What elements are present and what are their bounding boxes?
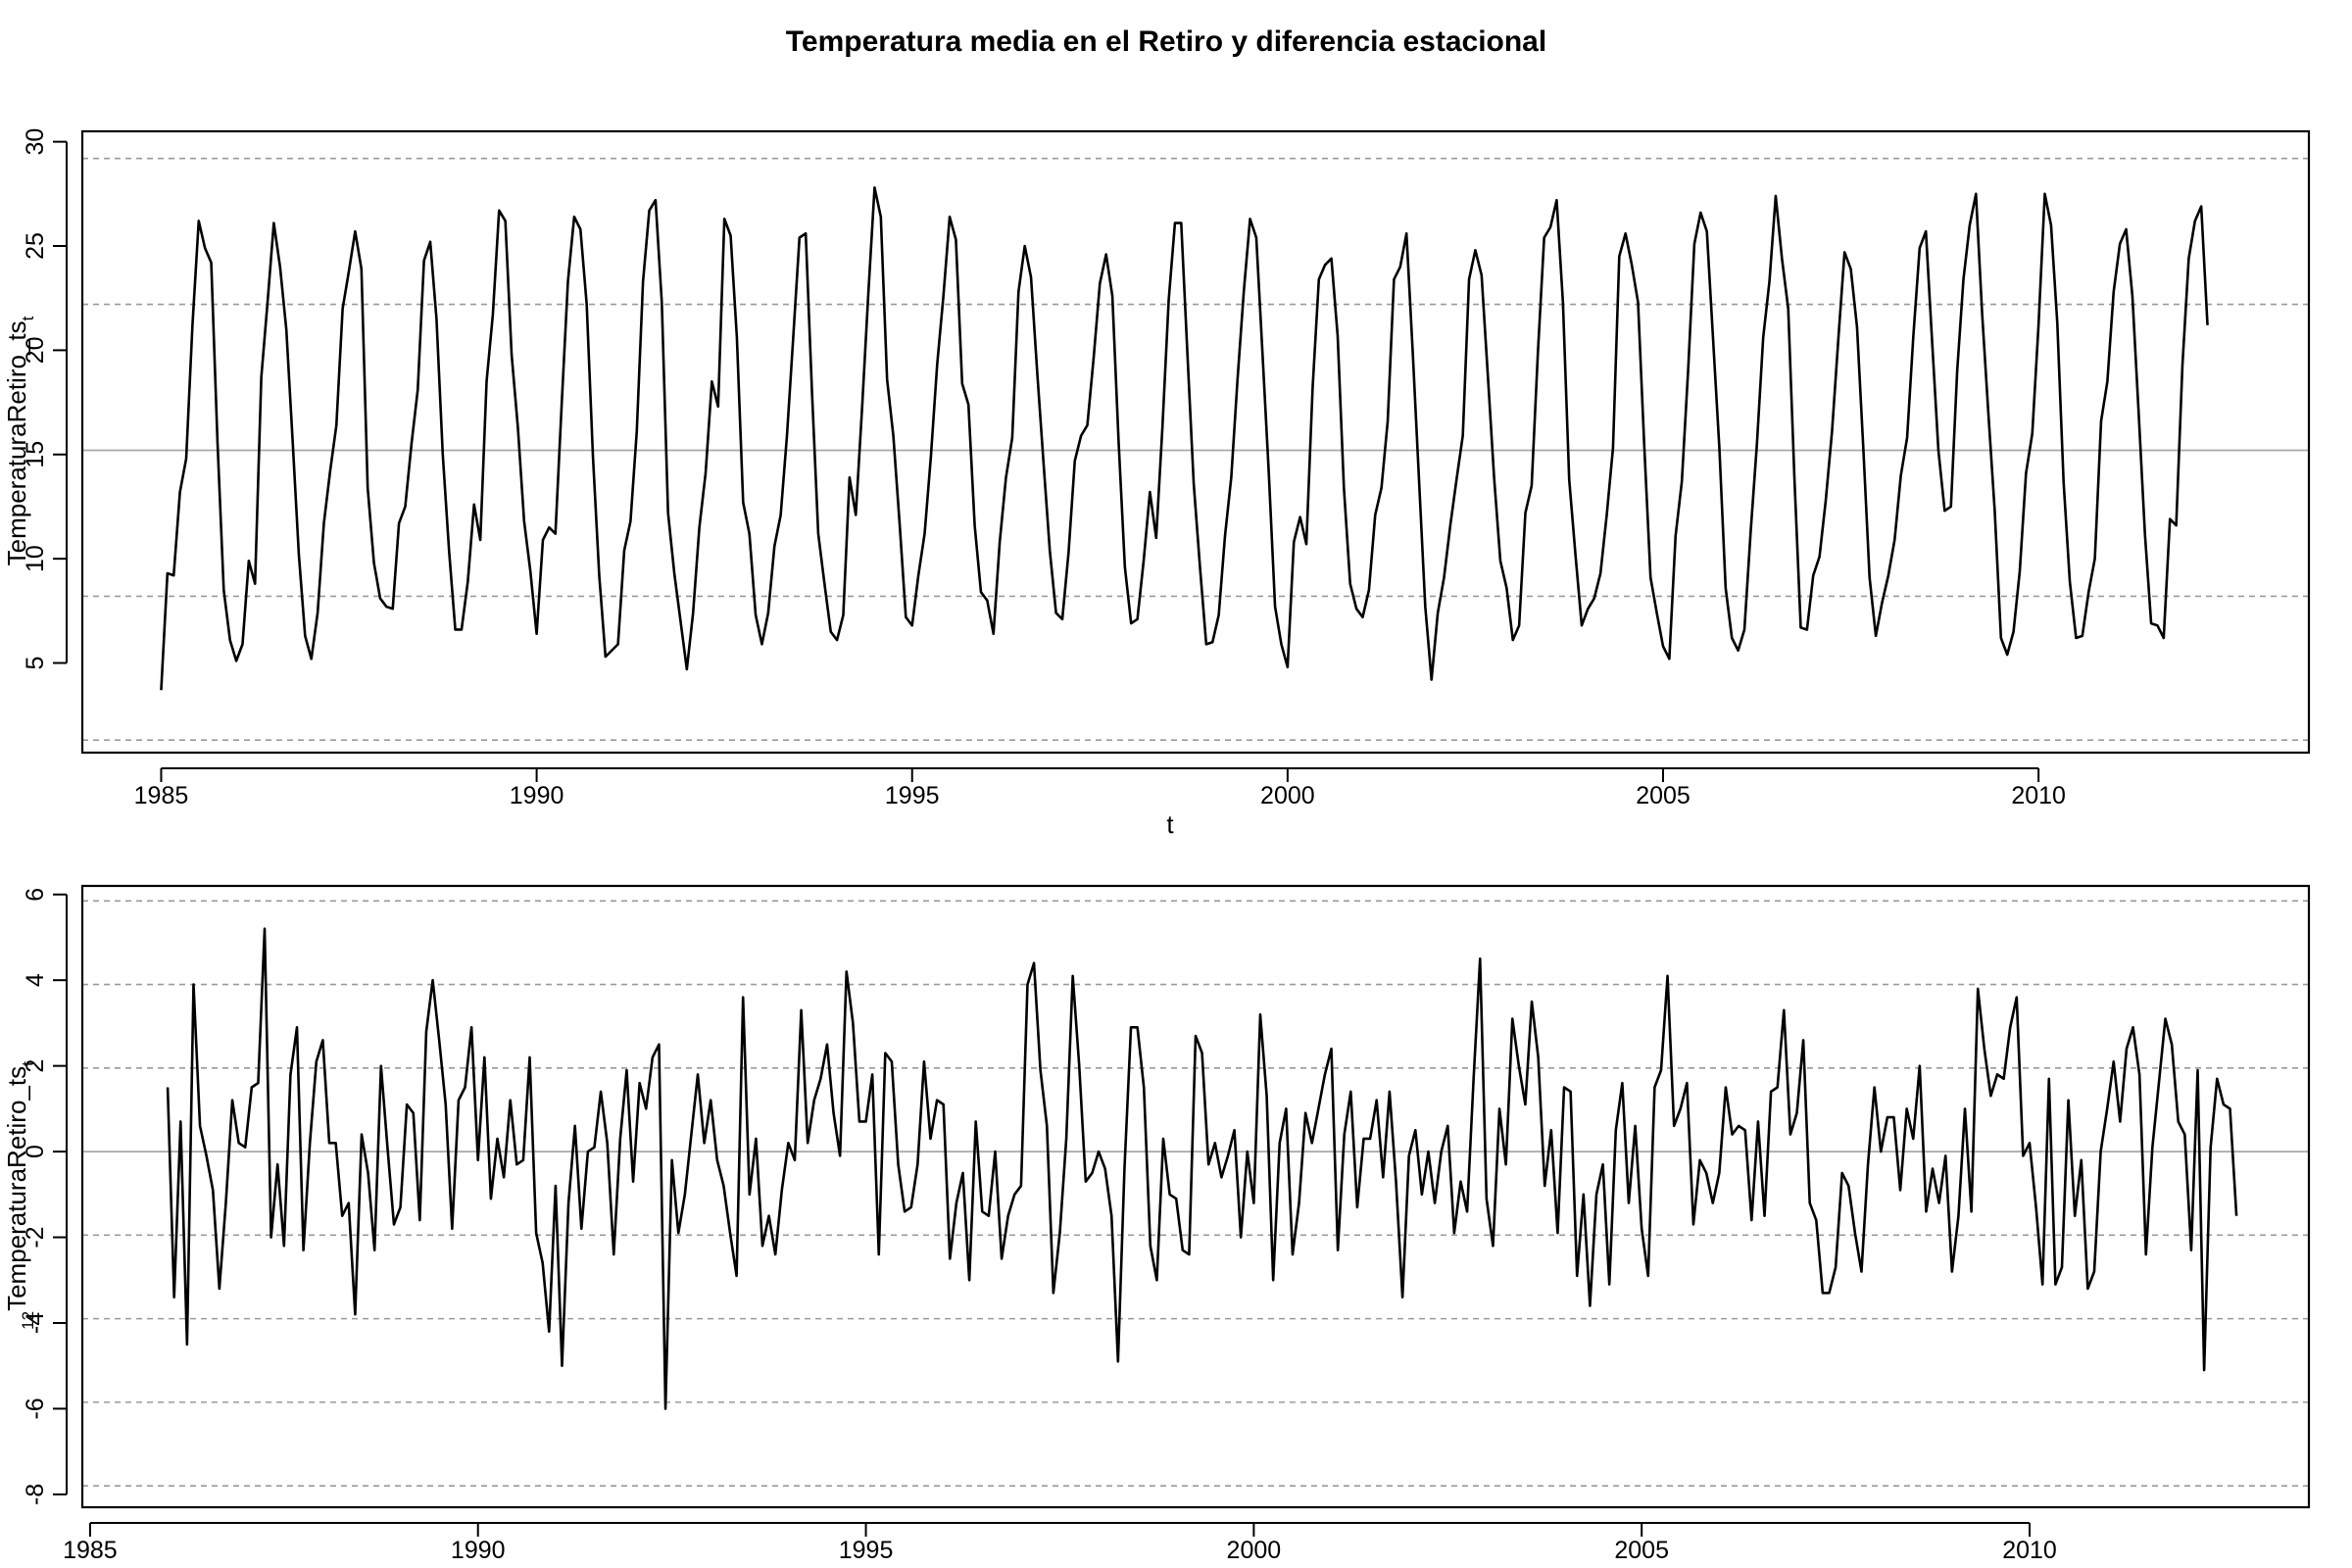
x-tick-label: 2010: [2002, 1537, 2057, 1564]
y-tick-label: 4: [22, 973, 49, 987]
y-tick-label: -2: [22, 1226, 49, 1248]
y-label-main: TemperaturaRetiro_ts: [2, 1066, 31, 1311]
plot-frame: [80, 129, 2311, 755]
x-tick-label: 1990: [451, 1537, 506, 1564]
y-tick-label: 6: [22, 888, 49, 902]
y-axis-label: 12TemperaturaRetiro_tst: [2, 1061, 37, 1330]
y-tick-label: -6: [22, 1397, 49, 1419]
x-tick-label: 1990: [510, 782, 564, 809]
x-axis-label: t: [1166, 1564, 1174, 1568]
x-axis-label: t: [1166, 809, 1174, 839]
top-panel: 1985 1990 1995 2000 2005 2010 t 5 10 15 20 25 30 Temp…: [2, 128, 2311, 839]
x-tick-label: 1995: [839, 1537, 894, 1564]
y-tick-label: 5: [22, 657, 49, 670]
series-line-0: [160, 186, 2209, 691]
x-tick-label: 2005: [1636, 782, 1690, 809]
y-tick-label: 15: [22, 441, 49, 468]
y-tick-label: 2: [22, 1059, 49, 1073]
x-tick-label: 2000: [1227, 1537, 1282, 1564]
y-tick-label: 30: [22, 128, 49, 156]
series-line-0: [166, 927, 2238, 1410]
y-label-prefix: 12: [19, 1311, 37, 1330]
y-tick-label: 0: [22, 1145, 49, 1158]
y-tick-label: -4: [22, 1312, 49, 1334]
y-axis-label: TemperaturaRetiro_tst: [2, 316, 37, 565]
y-tick-label: 20: [22, 336, 49, 364]
x-tick-label: 1985: [134, 782, 189, 809]
x-tick-label: 1995: [885, 782, 940, 809]
y-tick-label: -8: [22, 1484, 49, 1505]
bottom-panel: 1985 1990 1995 2000 2005 2010 t -8 -6 -4 -2 0 2 4 6 12T…: [2, 884, 2311, 1568]
y-label-subscript: t: [19, 1061, 37, 1066]
x-tick-label: 1985: [63, 1537, 118, 1564]
y-label-subscript: t: [19, 316, 37, 320]
x-tick-label: 2000: [1260, 782, 1315, 809]
y-label-main: TemperaturaRetiro_ts: [2, 320, 31, 565]
chart-title: Temperatura media en el Retiro y diferen…: [786, 25, 1546, 58]
x-tick-label: 2005: [1614, 1537, 1669, 1564]
plot-frame: [80, 884, 2311, 1509]
y-tick-label: 25: [22, 232, 49, 260]
y-tick-label: 10: [22, 545, 49, 572]
x-tick-label: 2010: [2011, 782, 2066, 809]
